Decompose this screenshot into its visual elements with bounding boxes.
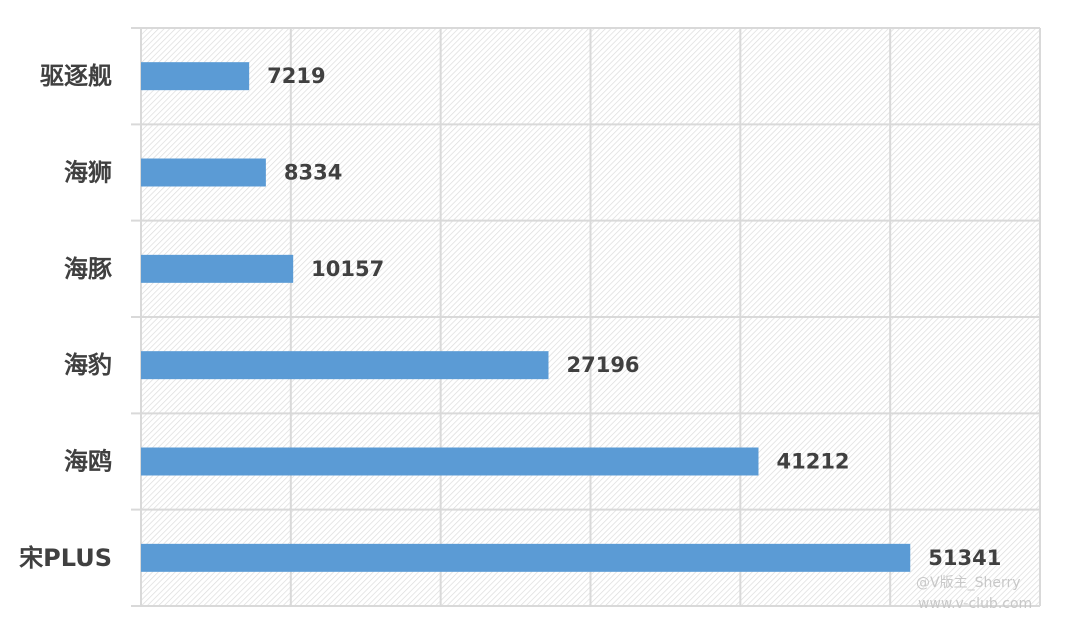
bar — [141, 254, 294, 283]
category-label: 海鸥 — [64, 448, 112, 476]
bar — [141, 543, 911, 572]
category-label: 海豹 — [64, 351, 112, 379]
data-label: 27196 — [566, 353, 639, 377]
watermark-site: www.v-club.com — [918, 596, 1033, 612]
bar — [141, 158, 266, 187]
data-labels: 7219 8334 10157 27196 41212 51341 — [267, 64, 1001, 570]
data-label: 10157 — [311, 257, 384, 281]
bars — [141, 62, 911, 572]
bar — [141, 62, 250, 91]
category-label: 海狮 — [64, 159, 112, 187]
watermark-author: @V版主_Sherry — [916, 575, 1021, 591]
bar — [141, 351, 549, 380]
horizontal-gridlines — [131, 27, 1040, 607]
category-label: 宋PLUS — [19, 544, 112, 572]
data-label: 8334 — [284, 161, 342, 185]
data-label: 51341 — [928, 546, 1001, 570]
data-label: 7219 — [267, 64, 325, 88]
category-label: 驱逐舰 — [40, 62, 112, 90]
bar — [141, 447, 759, 476]
category-label: 海豚 — [64, 255, 112, 283]
data-label: 41212 — [776, 450, 849, 474]
